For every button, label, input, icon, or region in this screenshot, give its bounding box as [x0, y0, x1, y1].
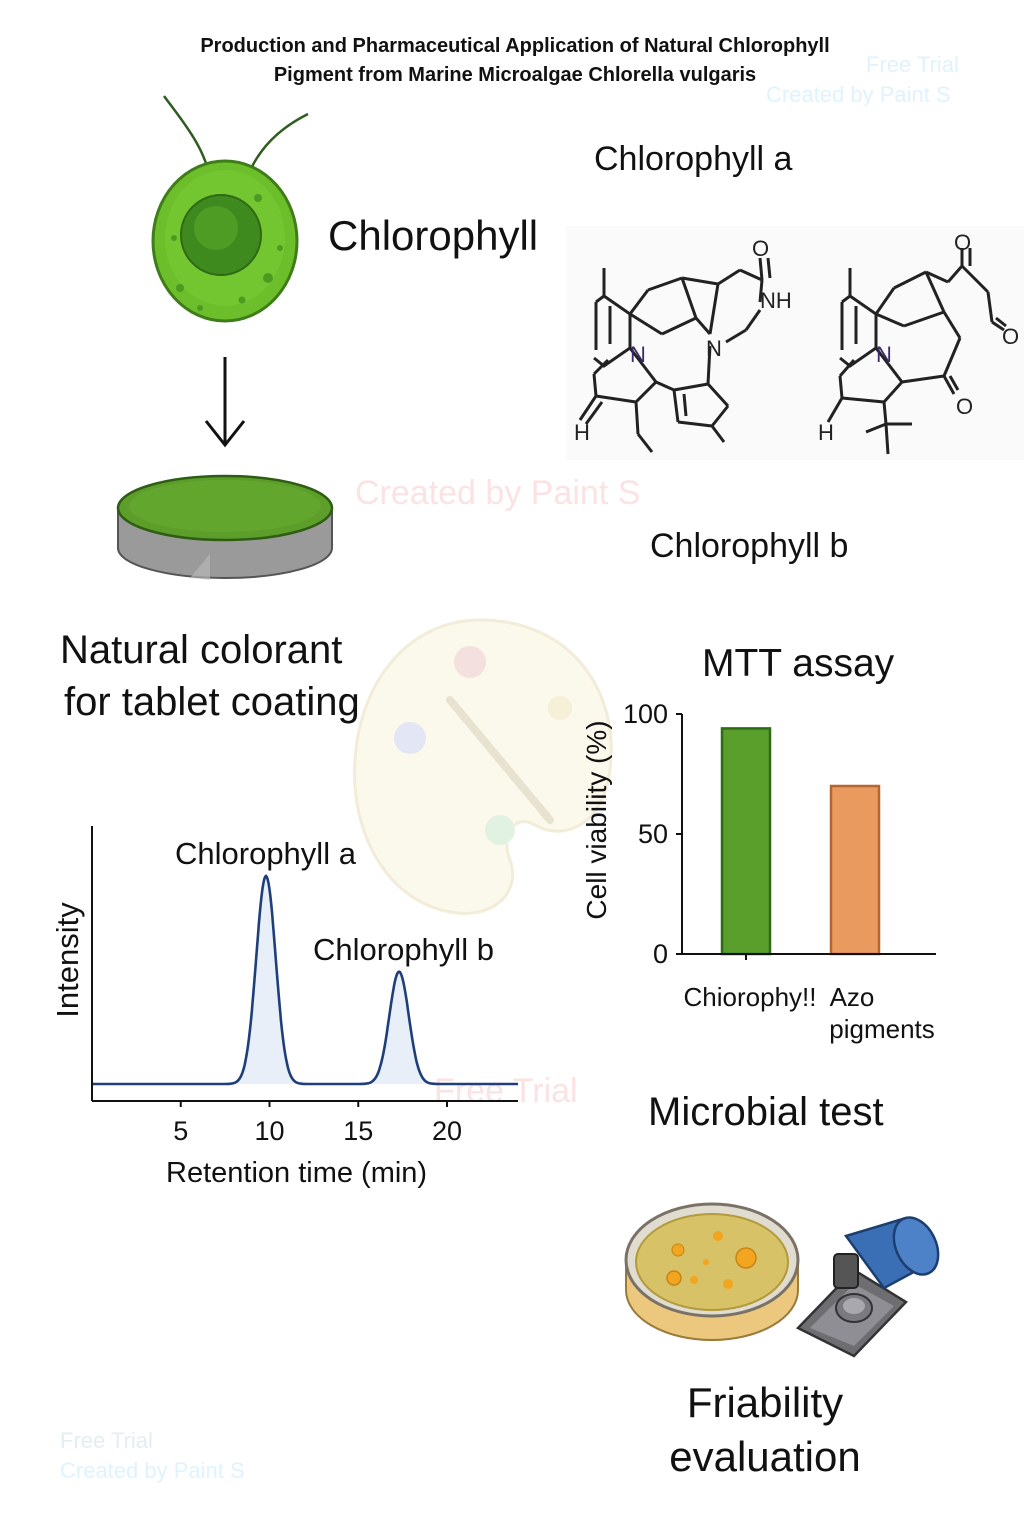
mtt-bar — [829, 784, 881, 956]
hplc-area — [92, 876, 518, 1084]
title-line-2: Pigment from Marine Microalgae Chlorella… — [273, 64, 757, 86]
friability-line-1: Friability — [686, 1379, 844, 1426]
mtt-y-tick-label: 50 — [638, 819, 668, 849]
page-title: Production and Pharmaceutical Applicatio… — [0, 32, 1024, 90]
watermark-free-trial-top: Free Trial — [866, 52, 959, 77]
title-line-1: Production and Pharmaceutical Applicatio… — [200, 35, 830, 57]
atom-o1-right: O — [954, 230, 971, 255]
chlorophyll-a-label: Chlorophyll a — [594, 140, 793, 178]
natural-colorant-line-2: for tablet coating — [64, 680, 360, 724]
atom-n1-left: N — [630, 342, 646, 367]
watermark-created-by-top: Created by Paint S — [766, 82, 951, 107]
friability-line-2: evaluation — [669, 1433, 861, 1480]
atom-h-right: H — [818, 420, 834, 445]
mtt-category-label: pigments — [829, 1014, 935, 1044]
chlorophyll-b-label: Chlorophyll b — [650, 527, 849, 565]
mtt-category-label: Chiorophy!! — [684, 982, 817, 1012]
atom-n-right: N — [876, 342, 892, 367]
arrow-down-icon — [204, 357, 246, 448]
mtt-y-tick-label: 100 — [623, 699, 668, 729]
atom-nh-left: NH — [760, 288, 792, 313]
microbial-test-label: Microbial test — [648, 1090, 884, 1134]
hplc-x-tick-label: 15 — [343, 1116, 373, 1146]
mtt-bar — [720, 727, 772, 956]
hplc-peak-label-b: Chlorophyll b — [313, 932, 494, 967]
structure-left — [578, 257, 772, 453]
friability-label: Friability evaluation — [658, 1376, 872, 1484]
watermark-created-by-center: Created by Paint S — [355, 474, 641, 512]
natural-colorant-label: Natural colorant for tablet coating — [60, 624, 360, 728]
chlorella-cell-icon — [151, 95, 309, 323]
atom-o-left: O — [752, 236, 769, 261]
structure-atom-labels: O NH N N H O O O N H — [574, 230, 1019, 445]
hplc-y-axis-label: Intensity — [50, 902, 85, 1018]
hplc-x-tick-label: 10 — [254, 1116, 284, 1146]
atom-n2-left: N — [706, 336, 722, 361]
mtt-category-label: Azo — [830, 982, 875, 1012]
tablet-icon — [116, 474, 334, 580]
friability-tester-icon — [795, 1216, 940, 1358]
hplc-x-axis-label: Retention time (min) — [166, 1157, 427, 1189]
atom-h-left: H — [574, 420, 590, 445]
atom-o3-right: O — [956, 394, 973, 419]
hplc-line — [92, 874, 518, 1086]
palette-watermark-icon — [353, 618, 613, 915]
mtt-y-axis-label: Cell viability (%) — [581, 720, 612, 919]
chlorophyll-label: Chlorophyll — [328, 212, 539, 259]
hplc-chromatogram: 5 10 15 20 Chlorophyll a Chlorophyll b Rete… — [50, 826, 518, 1189]
mtt-title: MTT assay — [702, 642, 895, 685]
mtt-y-tick-label: 0 — [653, 939, 668, 969]
structure-right — [826, 248, 1007, 455]
watermark-free-trial-center: Free Trial — [434, 1072, 578, 1110]
petri-dish-icon — [624, 1202, 800, 1341]
hplc-peak-label-a: Chlorophyll a — [175, 836, 357, 871]
hplc-x-tick-label: 20 — [432, 1116, 462, 1146]
atom-o2-right: O — [1002, 324, 1019, 349]
watermark-free-trial-bottom: Free Trial — [60, 1428, 153, 1453]
chlorophyll-structures-diagram: O NH N N H O O O N H — [566, 226, 1024, 460]
natural-colorant-line-1: Natural colorant — [60, 628, 343, 672]
watermark-created-by-bottom: Created by Paint S — [60, 1458, 245, 1483]
hplc-x-tick-label: 5 — [173, 1116, 188, 1146]
